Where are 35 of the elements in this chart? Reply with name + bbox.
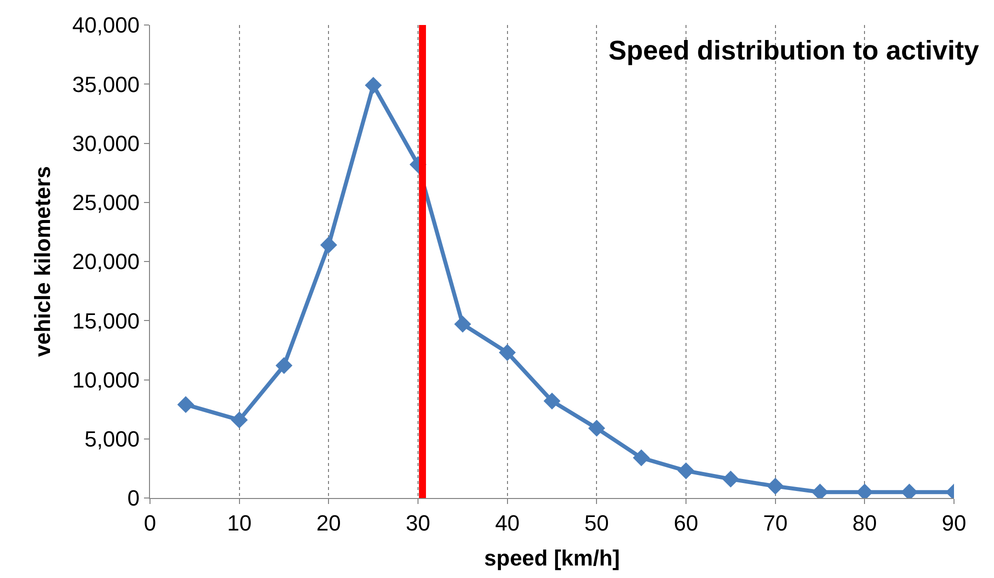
x-tick-label: 70 xyxy=(763,510,788,536)
x-tick-label: 50 xyxy=(584,510,609,536)
point xyxy=(276,357,292,374)
point xyxy=(364,76,382,94)
y-tick-label: 0 xyxy=(127,486,140,511)
y-tick-label: 10,000 xyxy=(72,367,140,392)
point xyxy=(766,478,784,495)
point xyxy=(320,236,338,254)
y-tick-label: 40,000 xyxy=(72,12,140,38)
point xyxy=(177,396,194,414)
x-tick-label: 20 xyxy=(316,510,341,536)
y-tick-label: 5,000 xyxy=(84,426,140,452)
y-tick-label: 30,000 xyxy=(72,130,140,156)
point xyxy=(588,420,606,437)
chart-title: Speed distribution to activity xyxy=(608,35,980,66)
y-tick-label: 25,000 xyxy=(72,190,140,216)
x-tick-label: 80 xyxy=(852,510,877,536)
y-tick-label: 35,000 xyxy=(72,72,140,97)
x-axis-title: speed [km/h] xyxy=(484,545,620,570)
x-tick-label: 10 xyxy=(227,510,252,536)
y-axis-title: vehicle kilometers xyxy=(30,166,56,357)
x-tick-label: 30 xyxy=(406,510,430,536)
point xyxy=(678,462,694,480)
x-tick-label: 0 xyxy=(144,510,156,536)
y-tick-label: 20,000 xyxy=(72,249,140,274)
x-tick-label: 60 xyxy=(674,510,698,536)
point xyxy=(544,392,560,410)
x-tick-label: 90 xyxy=(942,510,966,536)
y-tick-label: 15,000 xyxy=(72,308,140,334)
point xyxy=(454,316,472,333)
point xyxy=(498,344,516,361)
point xyxy=(230,412,248,428)
x-tick-label: 40 xyxy=(495,510,520,536)
point xyxy=(632,449,650,466)
point xyxy=(722,470,740,488)
